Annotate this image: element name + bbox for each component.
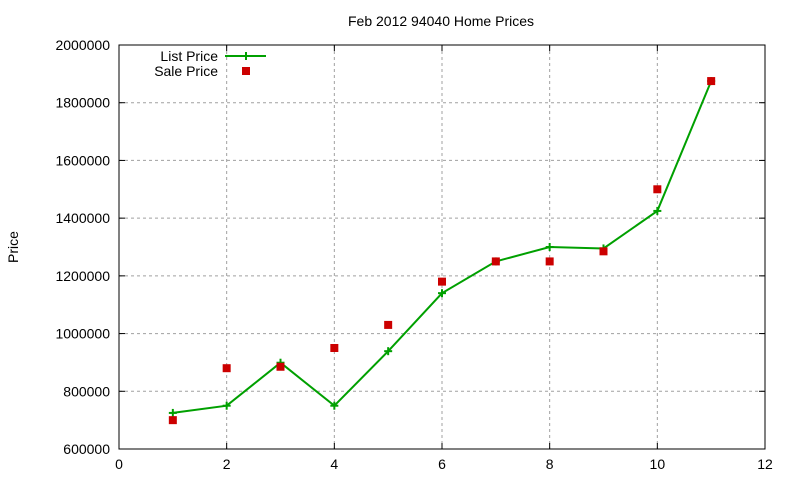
y-tick-label: 1400000 xyxy=(55,210,110,226)
chart-title: Feb 2012 94040 Home Prices xyxy=(348,13,534,29)
x-tick-label: 10 xyxy=(650,456,666,472)
square-marker xyxy=(330,344,339,352)
square-marker xyxy=(222,364,231,373)
y-axis-label: Price xyxy=(5,231,21,263)
x-tick-label: 0 xyxy=(115,456,123,472)
x-tick-label: 8 xyxy=(546,456,554,472)
y-tick-label: 600000 xyxy=(63,441,110,457)
x-tick-label: 2 xyxy=(223,456,231,472)
square-marker xyxy=(168,416,177,425)
square-marker xyxy=(491,257,500,266)
square-marker xyxy=(242,67,250,75)
y-tick-label: 800000 xyxy=(63,383,110,399)
y-tick-label: 1600000 xyxy=(55,152,110,168)
square-marker xyxy=(653,185,662,194)
square-marker xyxy=(545,257,554,266)
x-tick-label: 4 xyxy=(330,456,338,472)
x-tick-label: 12 xyxy=(757,456,773,472)
square-marker xyxy=(438,277,446,286)
grid-lines xyxy=(119,45,765,449)
series-sale-price xyxy=(168,77,716,425)
square-marker xyxy=(707,77,716,86)
y-tick-label: 2000000 xyxy=(55,37,110,53)
square-marker xyxy=(384,320,393,329)
y-tick-label: 1200000 xyxy=(55,268,110,284)
square-marker xyxy=(276,362,285,371)
y-tick-label: 1800000 xyxy=(55,95,110,111)
legend-label: Sale Price xyxy=(154,63,218,79)
y-tick-label: 1000000 xyxy=(55,326,110,342)
legend-label: List Price xyxy=(160,48,218,64)
data-series xyxy=(168,77,716,425)
square-marker xyxy=(599,247,608,256)
x-tick-label: 6 xyxy=(438,456,446,472)
axes: 0 2 4 6 8 10 12 600000 800000 1000000 1200000 14000… xyxy=(55,37,773,472)
